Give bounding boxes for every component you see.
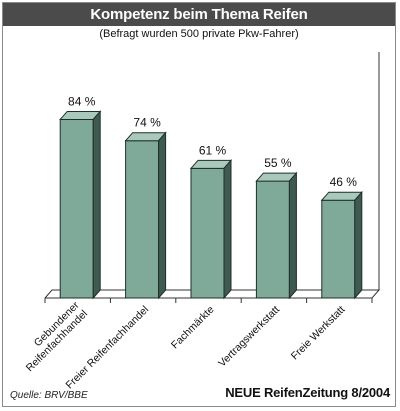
bar-front bbox=[59, 118, 94, 299]
value-label-2: 74 % bbox=[133, 116, 161, 130]
bar-front bbox=[255, 180, 290, 299]
publisher-credit: NEUE ReifenZeitung 8/2004 bbox=[225, 385, 390, 400]
value-label-4: 55 % bbox=[264, 156, 292, 170]
category-label-line: Fachmärkte bbox=[169, 304, 217, 352]
bar-side bbox=[223, 159, 232, 300]
value-label-5: 46 % bbox=[330, 175, 358, 189]
bar-side bbox=[288, 171, 297, 300]
category-label-1: GebundenerReifenfachhandel bbox=[15, 299, 90, 374]
category-label-line: Freie Werkstatt bbox=[289, 304, 348, 363]
bar-2 bbox=[124, 131, 167, 300]
bar-front bbox=[190, 167, 225, 299]
bar-side bbox=[158, 131, 167, 300]
value-label-1: 84 % bbox=[68, 94, 96, 108]
chart-subtitle: (Befragt wurden 500 private Pkw-Fahrer) bbox=[99, 28, 299, 40]
chart-title: Kompetenz beim Thema Reifen bbox=[3, 3, 395, 26]
bar-1 bbox=[59, 110, 102, 300]
value-label-3: 61 % bbox=[199, 143, 227, 157]
bar-front bbox=[125, 140, 160, 299]
bar-4 bbox=[255, 171, 298, 300]
source-note: Quelle: BRV/BBE bbox=[10, 390, 88, 401]
bar-side bbox=[92, 110, 101, 300]
bar-3 bbox=[189, 159, 233, 300]
category-label-3: Fachmärkte bbox=[169, 304, 217, 352]
bar-5 bbox=[320, 190, 363, 300]
category-label-line: Vertragswerkstatt bbox=[216, 304, 282, 370]
bar-side bbox=[354, 190, 363, 300]
bar-front bbox=[321, 199, 356, 299]
category-label-4: Vertragswerkstatt bbox=[216, 304, 282, 370]
category-label-5: Freie Werkstatt bbox=[289, 304, 348, 363]
